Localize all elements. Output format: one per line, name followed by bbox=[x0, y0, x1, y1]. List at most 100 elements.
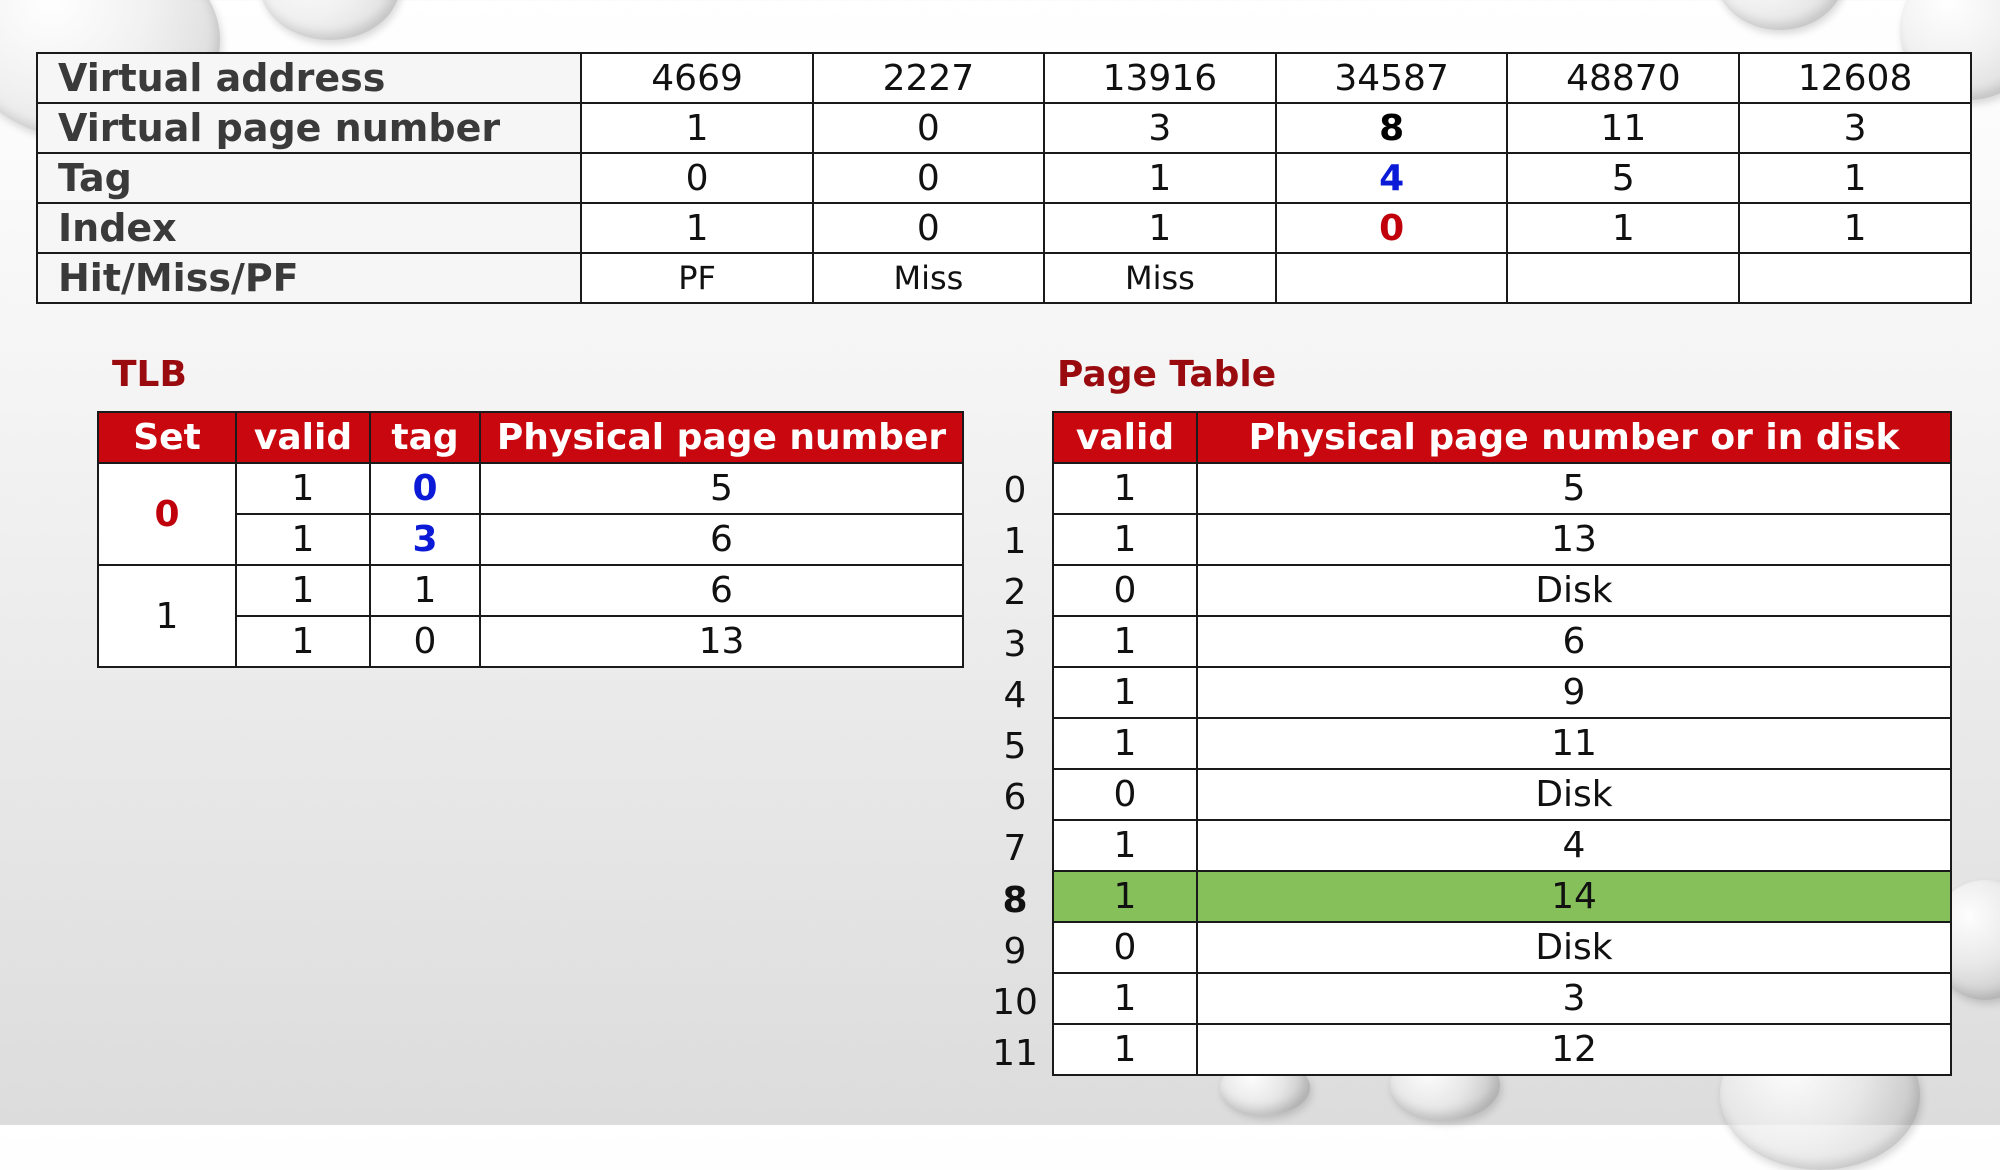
row-index: 3 bbox=[1003, 623, 1027, 665]
table-row: 0 1 0 5 bbox=[97, 462, 964, 566]
table-row: 1 11 bbox=[1052, 717, 1952, 770]
table-cell: 13 bbox=[1196, 513, 1952, 566]
table-header-row: Set valid tag Physical page number bbox=[97, 411, 964, 464]
table-cell: 1 bbox=[1052, 819, 1198, 872]
table-cell: 1 bbox=[580, 202, 814, 254]
tlb-title: TLB bbox=[112, 354, 187, 395]
row-index: 4 bbox=[1003, 674, 1027, 716]
table-row: Hit/Miss/PF PF Miss Miss bbox=[35, 252, 1972, 304]
table-row: 1 9 bbox=[1052, 666, 1952, 719]
table-cell: PF bbox=[580, 252, 814, 304]
table-cell: 0 bbox=[1052, 768, 1198, 821]
table-cell: 1 bbox=[1052, 513, 1198, 566]
table-row: 1 0 13 bbox=[98, 615, 964, 668]
table-row: 0 Disk bbox=[1052, 768, 1952, 821]
row-index: 7 bbox=[1003, 828, 1027, 870]
highlighted-table-row: 1 14 bbox=[1052, 870, 1952, 923]
table-cell: 12608 bbox=[1738, 52, 1972, 104]
table-cell: 3 bbox=[1196, 972, 1952, 1025]
table-cell: 34587 bbox=[1274, 52, 1509, 104]
table-cell: 3 bbox=[1043, 102, 1277, 154]
table-cell bbox=[1738, 252, 1972, 304]
row-index: 11 bbox=[992, 1033, 1038, 1075]
tlb-set-cell: 0 bbox=[97, 462, 237, 566]
address-breakdown-table: Virtual address 4669 2227 13916 34587 48… bbox=[35, 52, 1972, 304]
column-header: Physical page number or in disk bbox=[1196, 411, 1952, 464]
table-cell: 5 bbox=[1196, 462, 1952, 515]
table-cell: 0 bbox=[369, 462, 481, 515]
page-table: valid Physical page number or in disk 1 … bbox=[1052, 411, 1952, 1076]
row-index: 8 bbox=[1002, 879, 1028, 921]
table-cell: 0 bbox=[1274, 202, 1509, 254]
table-cell: 1 bbox=[235, 564, 371, 617]
decorative-droplet bbox=[260, 0, 400, 40]
table-cell: Miss bbox=[811, 252, 1046, 304]
table-cell: 13 bbox=[479, 615, 964, 668]
row-index: 6 bbox=[1003, 777, 1027, 819]
row-index: 5 bbox=[1003, 725, 1027, 767]
table-cell: 14 bbox=[1196, 870, 1952, 923]
table-cell: 1 bbox=[1738, 152, 1972, 204]
table-cell: 4 bbox=[1196, 819, 1952, 872]
decorative-droplet bbox=[1715, 0, 1845, 30]
row-label: Hit/Miss/PF bbox=[35, 252, 583, 304]
table-row: Virtual page number 1 0 3 8 11 3 bbox=[35, 102, 1972, 154]
table-cell: 0 bbox=[811, 202, 1046, 254]
table-row: Virtual address 4669 2227 13916 34587 48… bbox=[35, 52, 1972, 104]
table-cell: 1 bbox=[235, 615, 371, 668]
table-row: 0 Disk bbox=[1052, 921, 1952, 974]
table-cell: 6 bbox=[479, 564, 964, 617]
table-row: Tag 0 0 1 4 5 1 bbox=[35, 152, 1972, 204]
table-cell: 2227 bbox=[811, 52, 1046, 104]
table-cell: 1 bbox=[1043, 202, 1277, 254]
page-table-index-column: 0 1 2 3 4 5 6 7 8 9 10 11 bbox=[990, 465, 1040, 1079]
table-cell: 1 bbox=[1738, 202, 1972, 254]
row-label: Tag bbox=[35, 152, 583, 204]
table-cell: 6 bbox=[479, 513, 964, 566]
table-cell: Miss bbox=[1043, 252, 1277, 304]
table-cell: 4669 bbox=[580, 52, 814, 104]
table-cell: 1 bbox=[1052, 870, 1198, 923]
table-cell: 1 bbox=[235, 462, 371, 515]
table-cell: 1 bbox=[1052, 666, 1198, 719]
table-cell: 1 bbox=[1052, 615, 1198, 668]
table-row: 1 13 bbox=[1052, 513, 1952, 566]
table-cell: 13916 bbox=[1043, 52, 1277, 104]
table-header-row: valid Physical page number or in disk bbox=[1052, 411, 1952, 464]
page-table-title: Page Table bbox=[1057, 354, 1277, 395]
tlb-set-cell: 1 bbox=[97, 564, 237, 668]
table-row: 1 3 bbox=[1052, 972, 1952, 1025]
table-row: 1 3 6 bbox=[98, 513, 964, 566]
table-cell: 1 bbox=[1052, 1023, 1198, 1076]
table-cell: 0 bbox=[580, 152, 814, 204]
table-cell: 1 bbox=[235, 513, 371, 566]
row-index: 10 bbox=[992, 981, 1038, 1023]
table-cell: 6 bbox=[1196, 615, 1952, 668]
table-cell: 1 bbox=[369, 564, 481, 617]
table-cell: 4 bbox=[1274, 152, 1509, 204]
table-cell: 8 bbox=[1274, 102, 1509, 154]
column-header: valid bbox=[235, 411, 371, 464]
table-cell: 12 bbox=[1196, 1023, 1952, 1076]
row-index: 1 bbox=[1003, 521, 1027, 563]
row-label: Virtual address bbox=[35, 52, 583, 104]
column-header: valid bbox=[1052, 411, 1198, 464]
table-row: 1 1 1 6 bbox=[97, 564, 964, 668]
table-row: 1 5 bbox=[1052, 462, 1952, 515]
table-cell: 11 bbox=[1196, 717, 1952, 770]
table-cell: Disk bbox=[1196, 921, 1952, 974]
table-row: Index 1 0 1 0 1 1 bbox=[35, 202, 1972, 254]
table-cell: 1 bbox=[1043, 152, 1277, 204]
table-cell: 5 bbox=[1506, 152, 1741, 204]
table-cell: Disk bbox=[1196, 564, 1952, 617]
table-cell: 3 bbox=[1738, 102, 1972, 154]
table-cell: 0 bbox=[1052, 921, 1198, 974]
table-row: 1 12 bbox=[1052, 1023, 1952, 1076]
column-header: Physical page number bbox=[479, 411, 964, 464]
table-row: 1 4 bbox=[1052, 819, 1952, 872]
table-cell: 5 bbox=[479, 462, 964, 515]
table-cell: Disk bbox=[1196, 768, 1952, 821]
table-cell bbox=[1506, 252, 1741, 304]
table-cell: 11 bbox=[1506, 102, 1741, 154]
table-cell bbox=[1274, 252, 1509, 304]
